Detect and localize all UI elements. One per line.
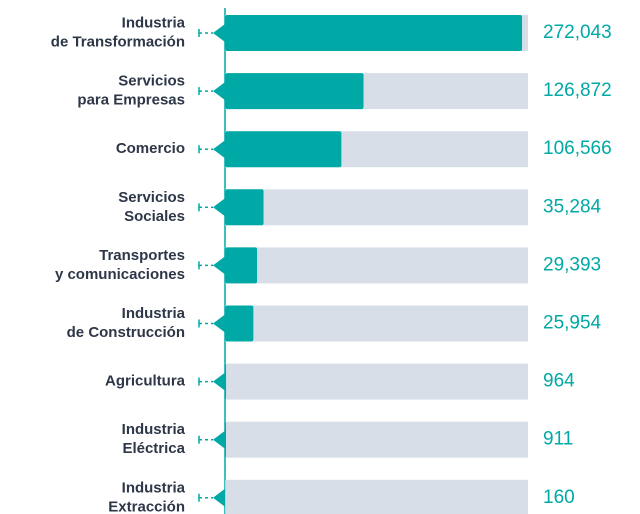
category-label: Sociales [124, 208, 185, 225]
bar [225, 421, 226, 458]
bar [225, 305, 254, 342]
category-label: Transportes [99, 247, 185, 264]
value-label: 964 [543, 371, 575, 392]
pointer [213, 82, 225, 101]
category-label: y comunicaciones [55, 266, 185, 283]
value-label: 106,566 [543, 138, 612, 159]
pointer [213, 372, 225, 391]
bar [225, 131, 342, 168]
pointer [213, 256, 225, 275]
category-label: Industria [122, 305, 186, 322]
pointer [213, 140, 225, 159]
value-label: 29,393 [543, 254, 601, 275]
value-label: 25,954 [543, 313, 602, 334]
value-label: 272,043 [543, 22, 612, 43]
bar-track [225, 421, 528, 458]
pointer [213, 488, 225, 507]
category-label: Industria [122, 421, 186, 438]
value-label: 35,284 [543, 196, 602, 217]
bar-track [225, 363, 528, 400]
pointer [213, 24, 225, 42]
category-label: Industria [122, 14, 186, 31]
category-label: para Empresas [77, 92, 185, 109]
category-label: Comercio [116, 140, 185, 157]
bar [225, 189, 264, 226]
category-label: Eléctrica [122, 440, 185, 457]
pointer [213, 198, 225, 217]
bar [225, 247, 258, 284]
bar-track [225, 247, 528, 284]
category-label: de Construcción [67, 324, 185, 341]
value-label: 160 [543, 487, 575, 508]
category-label: Servicios [118, 189, 185, 206]
value-label: 126,872 [543, 80, 612, 101]
category-label: Agricultura [105, 373, 186, 390]
bar [225, 363, 227, 400]
category-label: Industria [122, 479, 186, 496]
category-label: de Transformación [51, 33, 185, 50]
pointer [213, 430, 225, 449]
bar-track [225, 479, 528, 514]
value-label: 911 [543, 429, 573, 450]
bar-track [225, 189, 528, 226]
bar [225, 15, 523, 51]
category-label: Servicios [118, 73, 185, 90]
category-label: Extracción [108, 498, 185, 514]
bar-track [225, 305, 528, 342]
pointer [213, 314, 225, 333]
bar [225, 73, 364, 110]
